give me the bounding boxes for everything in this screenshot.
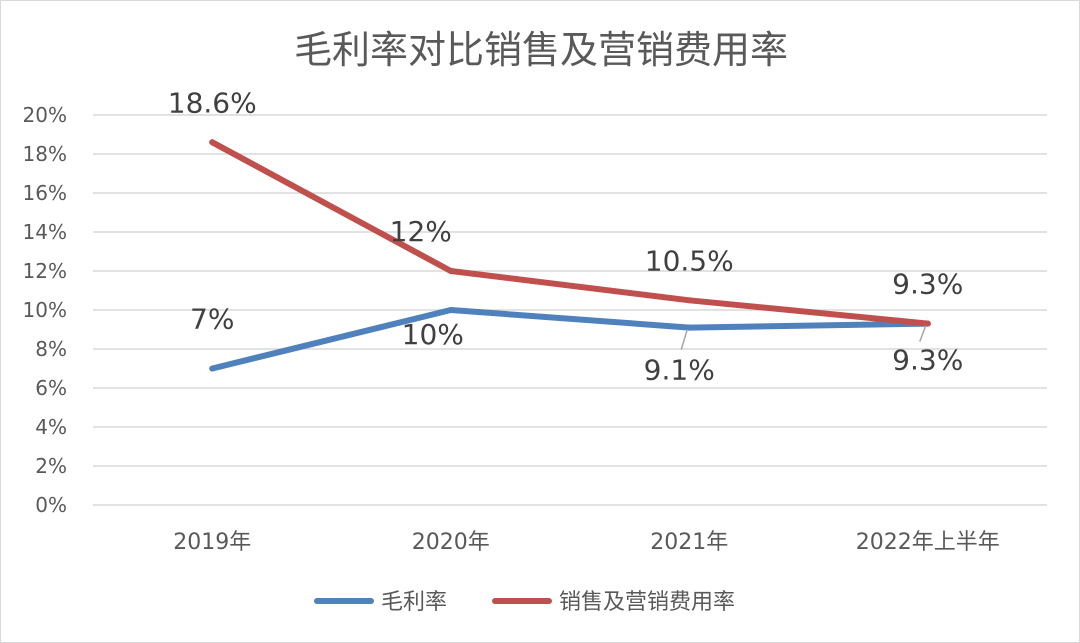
data-label: 12% <box>390 215 452 248</box>
y-tick-label: 18% <box>23 142 67 166</box>
x-category-label: 2020年 <box>412 530 490 555</box>
x-category-label: 2022年上半年 <box>856 530 1000 555</box>
series-line-sales-marketing-rate <box>209 139 931 327</box>
series-lines <box>209 139 931 372</box>
series-line-gross-margin <box>209 307 931 372</box>
x-axis-categories: 2019年 2020年 2021年 2022年上半年 <box>173 530 1000 555</box>
data-label: 9.3% <box>892 268 963 301</box>
data-label: 10% <box>402 318 464 351</box>
y-tick-label: 0% <box>35 493 67 517</box>
y-tick-label: 14% <box>23 220 67 244</box>
data-label: 7% <box>190 303 234 336</box>
data-point <box>209 365 216 372</box>
data-point <box>447 307 454 313</box>
data-point <box>686 297 693 304</box>
grid-lines <box>93 114 1047 506</box>
y-tick-label: 20% <box>23 103 67 127</box>
data-point <box>209 139 216 146</box>
data-labels: 7% 10% 9.1% 9.3% 18.6% 12% 10.5% 9.3% <box>168 86 964 386</box>
y-tick-label: 4% <box>35 415 67 439</box>
data-point <box>924 320 931 327</box>
label-leader-line <box>919 325 927 342</box>
data-label: 9.3% <box>892 344 963 377</box>
legend-label: 毛利率 <box>381 590 447 615</box>
y-tick-label: 2% <box>35 454 67 478</box>
data-point <box>686 324 693 331</box>
label-leader-line <box>680 329 688 350</box>
y-tick-label: 10% <box>23 298 67 322</box>
legend: 毛利率 销售及营销费用率 <box>314 590 735 615</box>
x-category-label: 2021年 <box>650 530 728 555</box>
data-label: 10.5% <box>645 244 734 277</box>
data-label: 9.1% <box>644 354 715 387</box>
data-label: 18.6% <box>168 86 257 119</box>
y-tick-label: 12% <box>23 259 67 283</box>
x-category-label: 2019年 <box>173 530 251 555</box>
data-point <box>447 268 454 274</box>
y-tick-label: 6% <box>35 376 67 400</box>
y-tick-label: 16% <box>23 181 67 205</box>
legend-label: 销售及营销费用率 <box>559 590 735 615</box>
chart-title: 毛利率对比销售及营销费用率 <box>294 28 788 72</box>
y-axis-ticks: 0% 2% 4% 6% 8% 10% 12% 14% 16% 18% 20% <box>23 103 67 517</box>
y-tick-label: 8% <box>35 337 67 361</box>
